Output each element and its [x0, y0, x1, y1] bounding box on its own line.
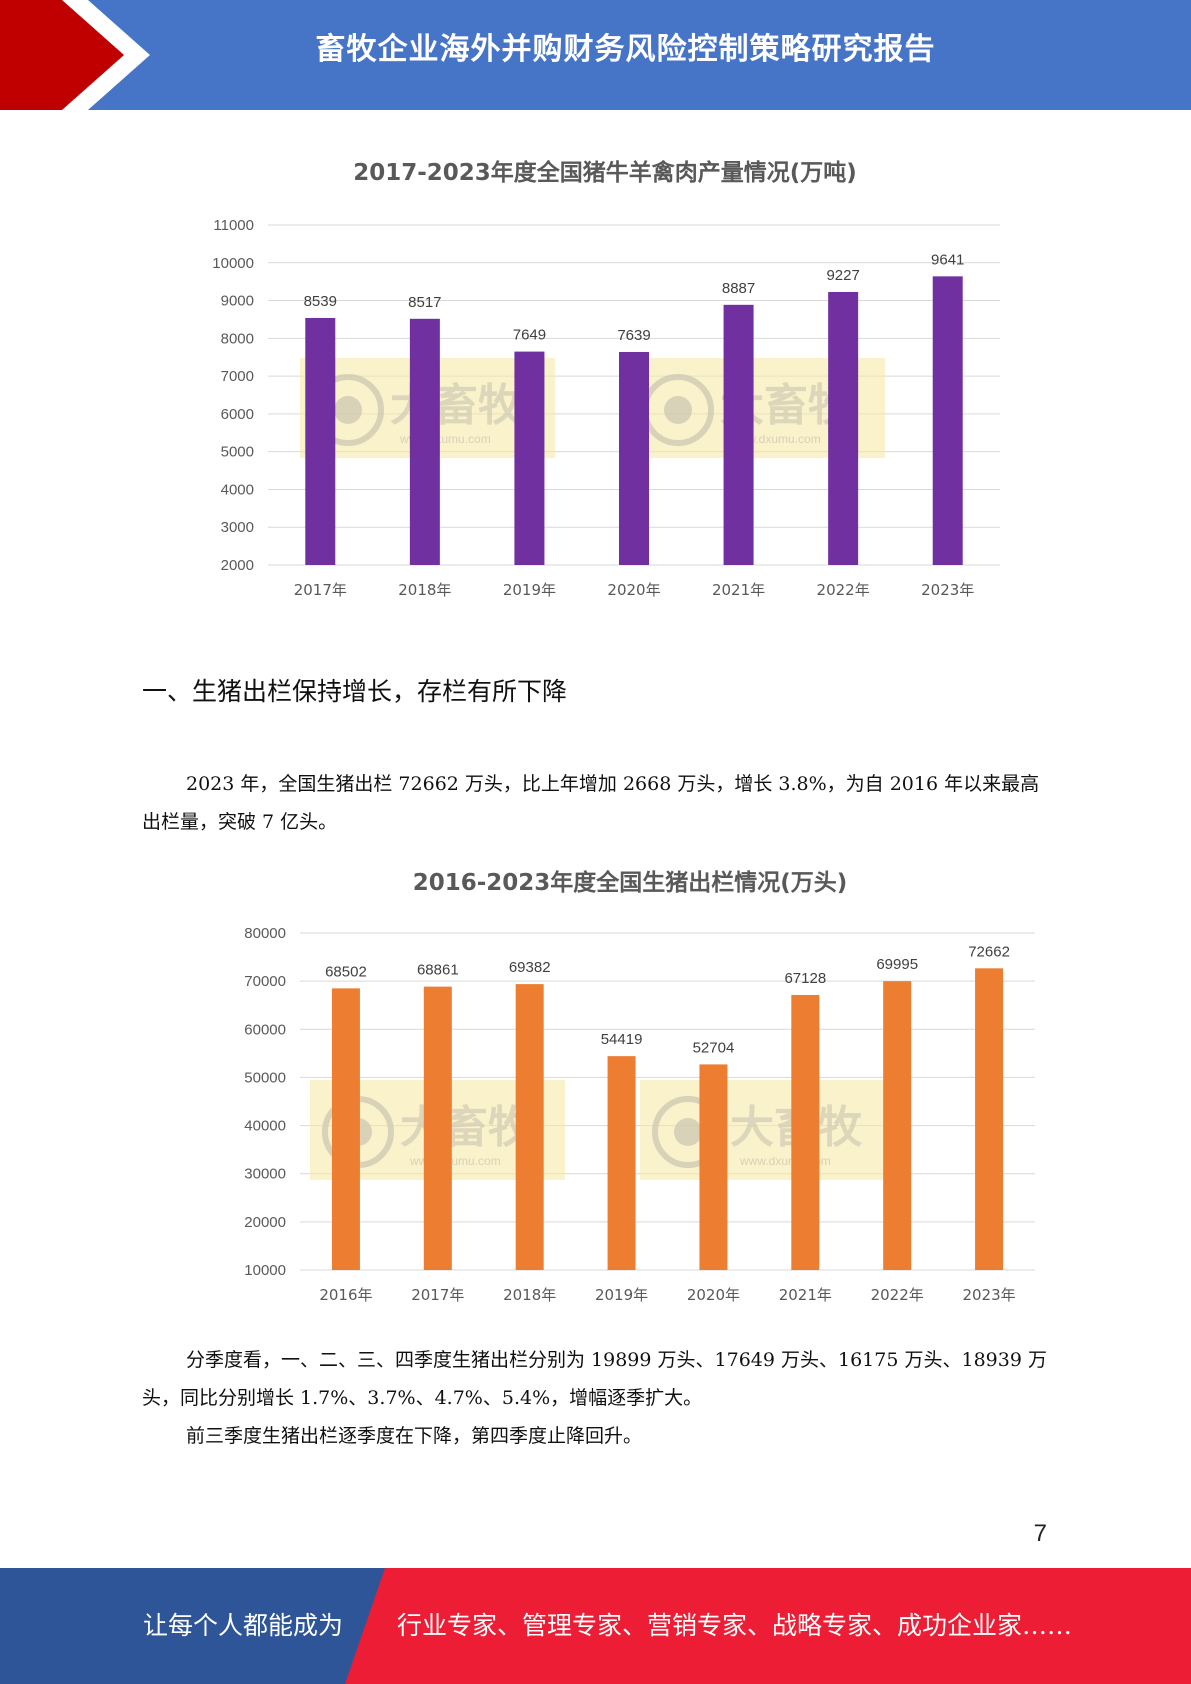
paragraph-trend: 前三季度生猪出栏逐季度在下降，第四季度止降回升。 — [186, 1425, 643, 1447]
footer-slogan-left: 让每个人都能成为 — [143, 1611, 344, 1640]
data-label: 69995 — [876, 956, 918, 973]
data-label: 72662 — [968, 943, 1010, 960]
hog-slaughter-chart: 2016-2023年度全国生猪出栏情况(万头) 10000 20000 30000 40… — [200, 855, 1060, 1325]
x-tick-label: 2019年 — [503, 581, 556, 599]
hog-slaughter-chart-svg: 2016-2023年度全国生猪出栏情况(万头) 10000 20000 30000 40… — [244, 869, 1035, 1304]
y-tick-label: 50000 — [244, 1069, 286, 1086]
x-tick-label: 2021年 — [712, 581, 765, 599]
bar — [883, 981, 912, 1270]
x-tick-label: 2023年 — [921, 581, 974, 599]
x-tick-label: 2022年 — [817, 581, 870, 599]
y-tick-label: 3000 — [221, 519, 254, 536]
bar — [409, 318, 440, 565]
bar — [699, 1064, 728, 1270]
footer-banner: 让每个人都能成为 行业专家、管理专家、营销专家、战略专家、成功企业家…… — [0, 1568, 1191, 1684]
watermark-url: www.dxumu.com — [409, 1154, 501, 1168]
x-tick-label: 2022年 — [871, 1286, 924, 1304]
page-number: 7 — [1033, 1520, 1047, 1547]
data-label: 54419 — [601, 1031, 643, 1048]
y-tick-label: 9000 — [221, 293, 254, 310]
bar — [305, 317, 336, 565]
bar — [723, 304, 754, 565]
x-tick-label: 2016年 — [319, 1286, 372, 1304]
data-label: 8539 — [304, 293, 337, 310]
x-tick-label: 2017年 — [294, 581, 347, 599]
paragraph-quarterly: 分季度看，一、二、三、四季度生猪出栏分别为 19899 万头、17649 万头、… — [142, 1349, 1047, 1409]
y-tick-label: 7000 — [221, 368, 254, 385]
watermark-logo-dot — [664, 396, 692, 424]
bar — [619, 351, 649, 565]
x-tick-label: 2017年 — [411, 1286, 464, 1304]
data-label: 52704 — [693, 1039, 735, 1056]
data-label: 8887 — [722, 280, 755, 297]
y-tick-label: 11000 — [213, 217, 254, 234]
bar — [828, 291, 859, 565]
data-label: 68861 — [417, 962, 459, 979]
paragraph-hog-output: 2023 年，全国生猪出栏 72662 万头，比上年增加 2668 万头，增长 … — [142, 773, 1040, 833]
data-label: 9227 — [826, 267, 859, 284]
y-tick-label: 60000 — [244, 1021, 286, 1038]
data-label: 69382 — [509, 959, 551, 976]
bar — [607, 1056, 636, 1270]
chart-title: 2016-2023年度全国生猪出栏情况(万头) — [413, 869, 848, 896]
x-tick-label: 2023年 — [962, 1286, 1015, 1304]
data-label: 8517 — [408, 294, 441, 311]
y-tick-label: 4000 — [221, 481, 254, 498]
data-label: 7639 — [617, 327, 650, 344]
y-tick-label: 10000 — [244, 1262, 286, 1279]
watermark-logo-dot — [334, 396, 362, 424]
data-label: 9641 — [931, 251, 964, 268]
data-label: 68502 — [325, 963, 367, 980]
y-tick-label: 10000 — [212, 255, 254, 272]
bar — [515, 984, 544, 1270]
y-tick-label: 8000 — [221, 330, 254, 347]
y-tick-label: 5000 — [221, 444, 254, 461]
section-heading: 一、生猪出栏保持增长，存栏有所下降 — [142, 677, 568, 706]
chart-title: 2017-2023年度全国猪牛羊禽肉产量情况(万吨) — [353, 159, 857, 186]
data-label: 7649 — [513, 327, 546, 344]
y-tick-label: 2000 — [221, 557, 254, 574]
x-tick-label: 2018年 — [503, 1286, 556, 1304]
bar — [514, 351, 545, 565]
y-tick-label: 70000 — [244, 973, 286, 990]
y-tick-label: 80000 — [244, 925, 286, 942]
y-tick-label: 20000 — [244, 1214, 286, 1231]
footer-slogan-right: 行业专家、管理专家、营销专家、战略专家、成功企业家…… — [397, 1611, 1073, 1640]
bar — [975, 968, 1004, 1270]
x-tick-label: 2019年 — [595, 1286, 648, 1304]
bar — [932, 276, 963, 565]
x-tick-label: 2021年 — [779, 1286, 832, 1304]
meat-output-chart: 2017-2023年度全国猪牛羊禽肉产量情况(万吨) 2000 3000 4000 50… — [200, 150, 1020, 620]
data-label: 67128 — [784, 970, 826, 987]
watermark-logo-dot — [674, 1118, 702, 1146]
watermark-text: 大畜牧 — [400, 1102, 533, 1153]
footer-background — [0, 1568, 1191, 1684]
bar — [791, 994, 820, 1270]
report-title: 畜牧企业海外并购财务风险控制策略研究报告 — [315, 32, 936, 67]
x-tick-label: 2020年 — [607, 581, 660, 599]
x-tick-label: 2018年 — [398, 581, 451, 599]
x-tick-label: 2020年 — [687, 1286, 740, 1304]
y-tick-label: 40000 — [244, 1118, 286, 1135]
bar — [331, 988, 360, 1270]
bar — [423, 986, 452, 1270]
header-arrow-decoration — [0, 0, 150, 110]
meat-output-chart-svg: 2017-2023年度全国猪牛羊禽肉产量情况(万吨) 2000 3000 4000 50… — [212, 159, 1000, 599]
y-tick-label: 6000 — [221, 406, 254, 423]
y-tick-label: 30000 — [244, 1166, 286, 1183]
report-header: 畜牧企业海外并购财务风险控制策略研究报告 — [0, 0, 1191, 110]
